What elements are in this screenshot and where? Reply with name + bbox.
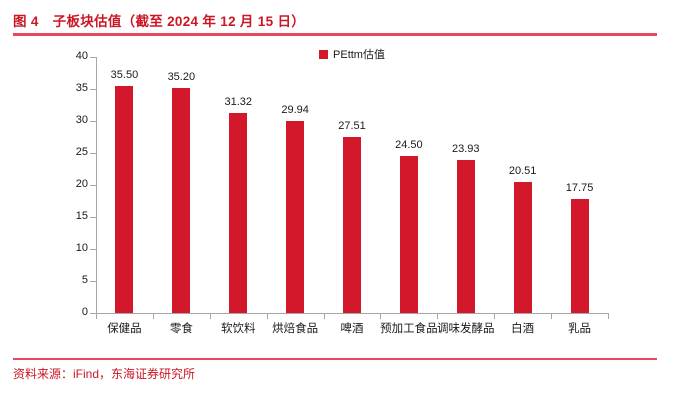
- y-tick-label: 10: [75, 242, 88, 254]
- y-tick: [90, 121, 96, 122]
- footer-divider: [13, 358, 657, 360]
- y-tick-label: 5: [81, 274, 88, 286]
- x-tick: [380, 314, 382, 319]
- figure-title: 图 4 子板块估值（截至 2024 年 12 月 15 日）: [13, 10, 305, 30]
- x-tick: [266, 314, 268, 319]
- bar: [286, 121, 305, 313]
- x-category-label: 乳品: [568, 323, 592, 335]
- x-tick: [209, 314, 211, 319]
- bar: [115, 85, 134, 313]
- y-tick-label: 30: [75, 114, 88, 126]
- y-tick: [90, 249, 96, 250]
- y-tick-label: 0: [81, 306, 88, 318]
- y-tick: [90, 153, 96, 154]
- bar-value-label: 20.51: [508, 164, 537, 177]
- x-tick: [96, 314, 97, 319]
- source-note: 资料来源：iFind，东海证券研究所: [13, 367, 196, 381]
- legend-swatch-icon: [319, 49, 329, 59]
- bar-value-label: 27.51: [338, 119, 366, 132]
- figure-number: 图 4: [13, 14, 39, 29]
- y-tick-label: 15: [75, 210, 88, 222]
- bar: [456, 159, 475, 313]
- x-category-label: 调味发酵品: [437, 323, 495, 335]
- x-tick: [608, 314, 609, 319]
- bar: [172, 87, 191, 313]
- x-category-label: 烘焙食品: [272, 323, 319, 335]
- bar-value-label: 35.20: [167, 70, 196, 83]
- y-axis-line: [96, 57, 97, 313]
- x-category-label: 零食: [169, 323, 193, 335]
- bar: [513, 181, 532, 313]
- x-tick: [551, 314, 553, 319]
- figure-title-text: 子板块估值（截至 2024 年 12 月 15 日）: [52, 14, 306, 29]
- y-tick: [90, 217, 96, 218]
- y-tick-label: 40: [75, 50, 88, 62]
- y-tick-label: 35: [75, 82, 88, 94]
- x-tick: [437, 314, 439, 319]
- x-tick: [152, 314, 154, 319]
- x-axis-line: [96, 313, 609, 314]
- x-category-label: 预加工食品: [380, 323, 438, 335]
- y-tick-label: 25: [75, 146, 88, 158]
- bar-value-label: 23.93: [452, 142, 480, 155]
- y-tick: [90, 57, 96, 58]
- y-tick-label: 20: [75, 178, 88, 190]
- bar-value-label: 24.50: [395, 139, 423, 152]
- y-tick: [90, 89, 96, 90]
- x-tick: [323, 314, 325, 319]
- y-tick: [90, 185, 96, 186]
- bar-value-label: 35.50: [110, 68, 139, 81]
- bar-value-label: 17.75: [565, 182, 594, 195]
- x-category-label: 软饮料: [220, 323, 256, 335]
- bar-value-label: 31.32: [224, 95, 252, 108]
- bar: [399, 156, 418, 313]
- bar: [229, 112, 248, 313]
- y-tick: [90, 281, 96, 282]
- legend-label: PEttm估值: [333, 49, 385, 61]
- x-category-label: 保健品: [107, 323, 142, 335]
- y-tick: [90, 313, 96, 314]
- chart-legend: PEttm估值: [96, 46, 608, 62]
- x-tick: [494, 314, 496, 319]
- x-category-label: 啤酒: [340, 323, 364, 335]
- bar: [570, 199, 589, 313]
- bar: [343, 136, 361, 313]
- title-divider: [13, 33, 657, 36]
- bar-value-label: 29.94: [281, 104, 309, 117]
- x-category-label: 白酒: [511, 323, 535, 335]
